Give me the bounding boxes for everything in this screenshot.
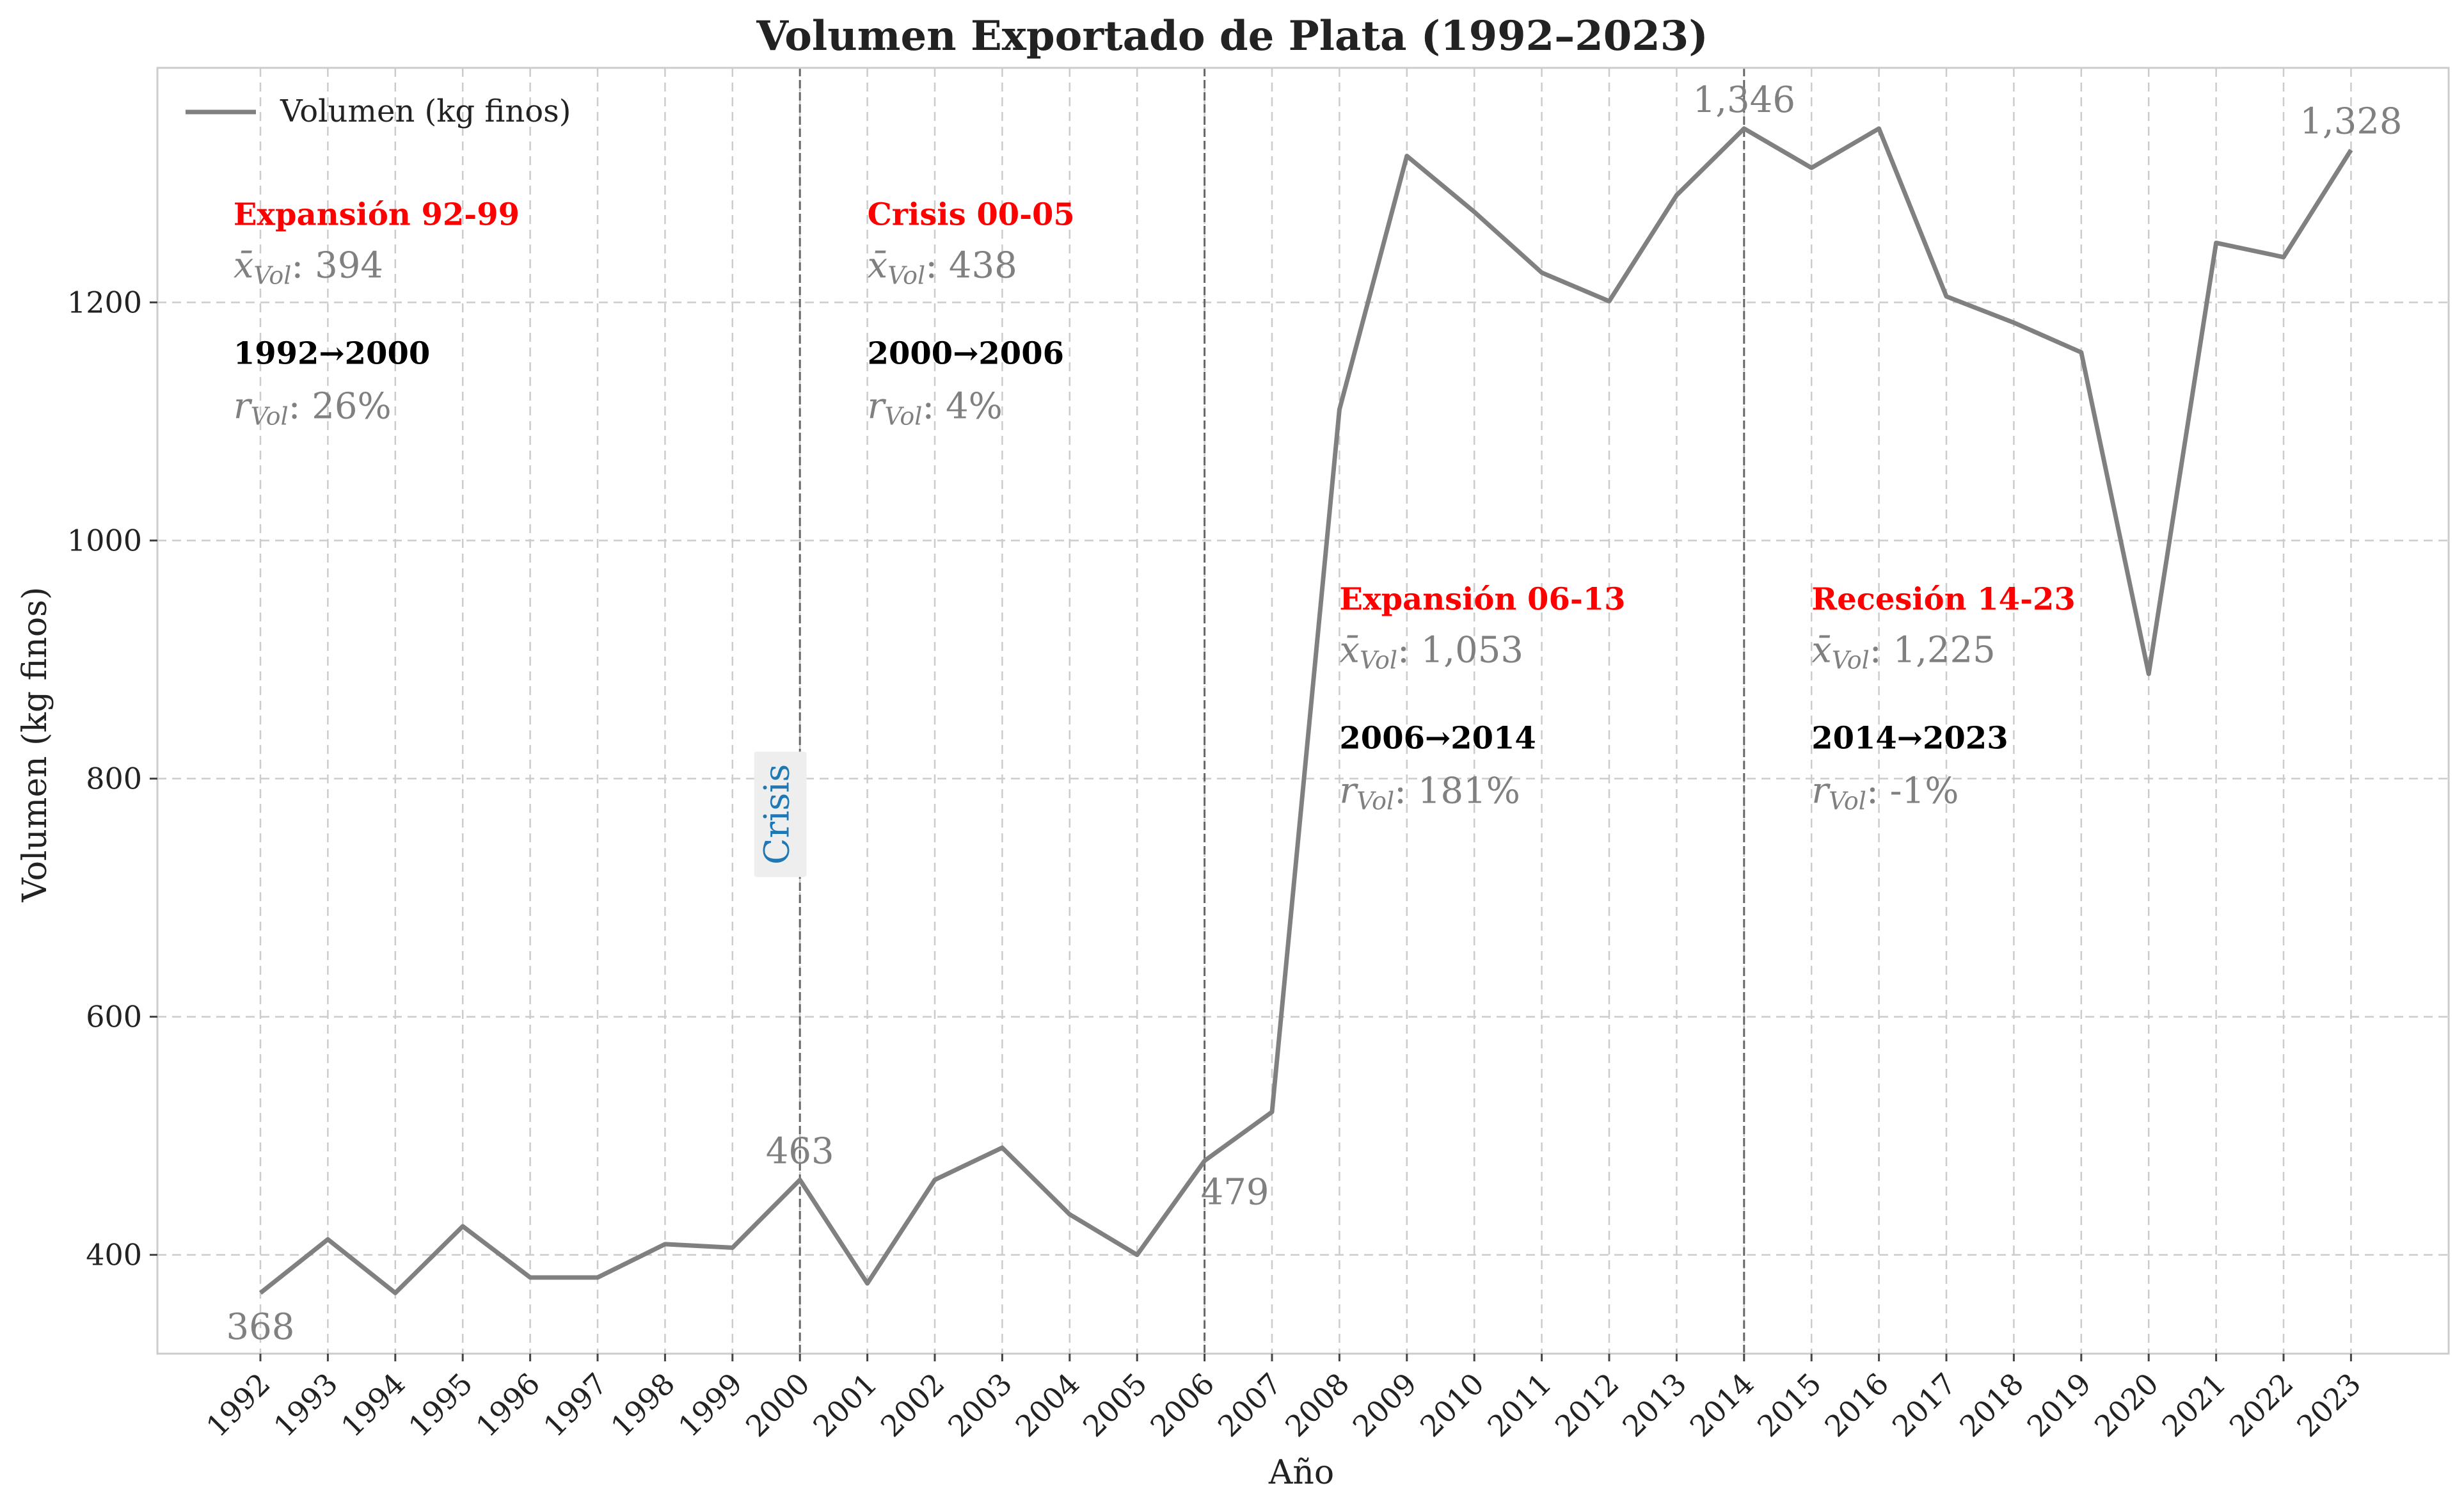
crisis-label-box	[754, 751, 807, 877]
x-tick-label: 2004	[1009, 1366, 1086, 1444]
period-title: Expansión 92-99	[234, 197, 520, 233]
period-mean: x̄Vol: 1,053	[1339, 629, 1523, 674]
x-tick-label: 2020	[2088, 1366, 2165, 1444]
period-title: Recesión 14-23	[1811, 581, 2076, 617]
x-axis-label: Año	[1268, 1454, 1334, 1492]
x-tick-label: 2014	[1683, 1366, 1761, 1444]
crisis-label: Crisis	[757, 764, 797, 865]
period-growth: rVol: -1%	[1811, 770, 1959, 815]
period-growth: rVol: 4%	[868, 386, 1003, 431]
period-range: 2006→2014	[1339, 720, 1536, 756]
series-line-volumen	[258, 126, 2353, 1295]
period-title: Crisis 00-05	[868, 197, 1075, 233]
data-label-2000: 463	[766, 1130, 834, 1172]
x-tick-label: 1992	[200, 1366, 277, 1444]
x-tick-label: 2017	[1886, 1366, 1963, 1444]
x-tick-label: 1993	[267, 1366, 344, 1444]
x-tick-label: 2012	[1548, 1366, 1626, 1444]
period-growth: rVol: 181%	[1339, 770, 1520, 815]
x-tick-label: 2011	[1481, 1366, 1558, 1444]
y-tick-label: 800	[86, 762, 142, 796]
x-tick-label: 2018	[1953, 1366, 2030, 1444]
period-mean: x̄Vol: 438	[868, 245, 1017, 290]
period-range: 2014→2023	[1811, 720, 2008, 756]
x-tick-label: 1996	[469, 1366, 546, 1444]
y-axis-label: Volumen (kg finos)	[16, 587, 54, 902]
x-tick-label: 1994	[335, 1366, 412, 1444]
data-label-2023: 1,328	[2300, 100, 2402, 142]
x-tick-label: 1995	[402, 1366, 479, 1444]
period-mean: x̄Vol: 1,225	[1811, 629, 1996, 674]
x-axis-ticks: 1992199319941995199619971998199920002001…	[200, 1354, 2367, 1444]
period-range: 2000→2006	[868, 336, 1064, 372]
x-tick-label: 1997	[537, 1366, 614, 1444]
period-title: Expansión 06-13	[1339, 581, 1625, 617]
x-tick-label: 1999	[672, 1366, 749, 1444]
x-tick-label: 2022	[2223, 1366, 2300, 1444]
period-mean: x̄Vol: 394	[234, 245, 383, 290]
period-annotation-1: Expansión 92-99 x̄Vol: 394 1992→2000 rVol: …	[234, 197, 520, 431]
x-tick-label: 2002	[874, 1366, 951, 1444]
y-tick-label: 1200	[67, 285, 142, 319]
x-tick-label: 2003	[941, 1366, 1019, 1444]
plot-frame	[156, 67, 2450, 1355]
x-tick-label: 2013	[1616, 1366, 1693, 1444]
x-tick-label: 1998	[604, 1366, 681, 1444]
x-tick-label: 2016	[1818, 1366, 1895, 1444]
data-label-2006: 479	[1201, 1172, 1269, 1214]
x-tick-label: 2021	[2155, 1366, 2232, 1444]
period-separators	[799, 68, 1745, 1354]
legend-label: Volumen (kg finos)	[280, 93, 571, 129]
data-label-2014: 1,346	[1693, 79, 1795, 121]
x-tick-label: 2005	[1076, 1366, 1154, 1444]
y-axis-ticks: 400 600 800 1000 1200	[67, 285, 157, 1272]
series	[258, 126, 2353, 1295]
period-annotation-2: Crisis 00-05 x̄Vol: 438 2000→2006 rVol: 4%	[868, 197, 1075, 431]
x-tick-label: 2006	[1143, 1366, 1221, 1444]
period-annotation-3: Expansión 06-13 x̄Vol: 1,053 2006→2014 rVol…	[1339, 581, 1625, 815]
x-tick-label: 2019	[2021, 1366, 2098, 1444]
grid	[157, 68, 2449, 1354]
period-annotation-4: Recesión 14-23 x̄Vol: 1,225 2014→2023 rVol:…	[1811, 581, 2076, 815]
data-label-1992: 368	[227, 1306, 295, 1348]
period-range: 1992→2000	[234, 336, 430, 372]
period-growth: rVol: 26%	[234, 386, 392, 431]
x-tick-label: 2008	[1278, 1366, 1356, 1444]
x-tick-label: 2000	[739, 1366, 816, 1444]
x-tick-label: 2007	[1211, 1366, 1289, 1444]
y-tick-label: 1000	[67, 523, 142, 557]
y-tick-label: 600	[86, 1000, 142, 1034]
y-tick-label: 400	[86, 1238, 142, 1272]
x-tick-label: 2023	[2290, 1366, 2367, 1444]
x-tick-label: 2015	[1751, 1366, 1828, 1444]
x-tick-label: 2010	[1413, 1366, 1491, 1444]
legend: Volumen (kg finos)	[186, 93, 571, 129]
x-tick-label: 2001	[806, 1366, 884, 1444]
x-tick-label: 2009	[1346, 1366, 1424, 1444]
annotations: 368 463 479 1,346 1,328 Crisis Expansión 92-99…	[227, 79, 2403, 1348]
chart-title: Volumen Exportado de Plata (1992–2023)	[756, 12, 1708, 60]
